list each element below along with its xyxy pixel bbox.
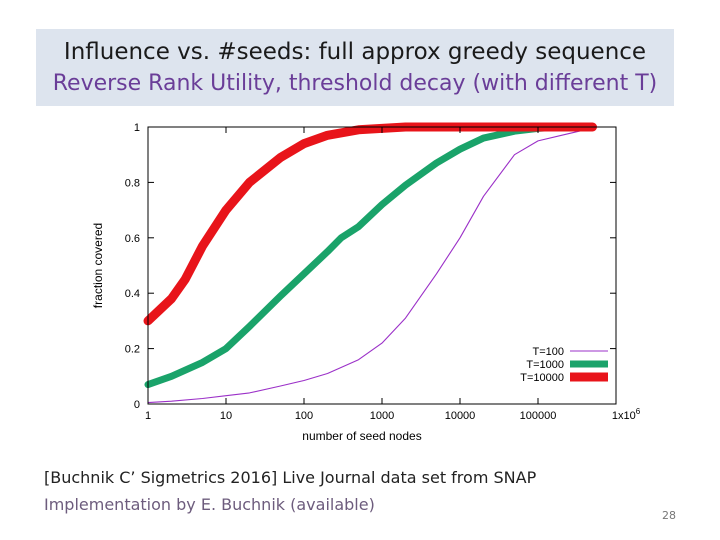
y-tick-label-2: 0.4 — [125, 288, 140, 300]
x-tick-label-2: 100 — [295, 410, 313, 422]
y-tick-label-4: 0.8 — [125, 177, 140, 189]
legend-label-2: T=10000 — [520, 372, 564, 384]
citation-text: [Buchnik C’ Sigmetrics 2016] Live Journa… — [44, 468, 537, 487]
y-axis-label: fraction covered — [91, 223, 105, 308]
legend-label-0: T=100 — [533, 346, 565, 358]
slide-subtitle: Reverse Rank Utility, threshold decay (w… — [52, 71, 658, 96]
x-tick-exponent: 6 — [636, 407, 641, 416]
implementation-text: Implementation by E. Buchnik (available) — [44, 495, 375, 514]
slide-title-box: Influence vs. #seeds: full approx greedy… — [36, 29, 674, 106]
series-line-1 — [144, 123, 596, 389]
y-tick-label-3: 0.6 — [125, 233, 140, 245]
x-axis-label: number of seed nodes — [302, 429, 421, 443]
y-tick-label-0: 0 — [134, 399, 140, 411]
slide-title: Influence vs. #seeds: full approx greedy… — [63, 39, 647, 65]
x-tick-label-3: 1000 — [370, 410, 394, 422]
page-number: 28 — [662, 509, 676, 522]
x-tick-label-1: 10 — [220, 410, 232, 422]
y-tick-label-1: 0.2 — [125, 344, 140, 356]
x-tick-label-0: 1 — [145, 410, 151, 422]
influence-chart: 1 10 100 1000 10000 100000 1x106 0 0.2 0.4 0.6 0.8 1… — [91, 122, 641, 443]
series-line-2 — [143, 122, 597, 326]
y-tick-label-5: 1 — [134, 122, 140, 134]
x-tick-label-6: 1x106 — [612, 407, 641, 422]
legend-label-1: T=1000 — [526, 359, 564, 371]
x-tick-label-5: 100000 — [520, 410, 557, 422]
series-line-0 — [147, 126, 594, 404]
x-tick-label-4: 10000 — [445, 410, 476, 422]
